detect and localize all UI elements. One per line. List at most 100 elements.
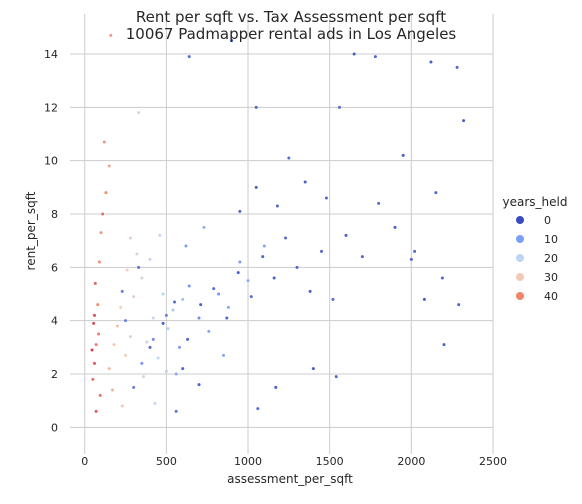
- data-point: [137, 265, 141, 269]
- data-point: [207, 329, 211, 333]
- data-point: [442, 343, 446, 347]
- data-point: [303, 180, 307, 184]
- data-point: [110, 388, 114, 392]
- data-point: [440, 276, 444, 280]
- data-point: [217, 292, 221, 296]
- data-point: [344, 233, 348, 237]
- data-point: [102, 140, 106, 144]
- data-point: [331, 297, 335, 301]
- data-point: [360, 255, 364, 259]
- data-point: [261, 255, 265, 259]
- data-point: [107, 164, 111, 168]
- legend: years_held 0 10 20 30 40: [503, 195, 568, 303]
- legend-label: 40: [544, 290, 558, 303]
- y-tick-label: 10: [44, 155, 58, 168]
- data-point: [422, 297, 426, 301]
- data-point: [377, 201, 381, 205]
- data-point: [124, 353, 128, 357]
- data-point: [120, 404, 124, 408]
- legend-marker: [516, 292, 524, 300]
- chart-subtitle: 10067 Padmapper rental ads in Los Angele…: [125, 25, 457, 43]
- data-point: [151, 316, 155, 320]
- y-tick-label: 14: [44, 48, 58, 61]
- x-tick-label: 2000: [397, 455, 425, 468]
- data-point: [230, 39, 234, 43]
- data-point: [238, 209, 242, 213]
- x-tick-label: 1500: [316, 455, 344, 468]
- data-point: [320, 249, 324, 253]
- data-point: [295, 265, 299, 269]
- data-point: [153, 401, 157, 405]
- data-point: [94, 409, 98, 413]
- data-point: [352, 52, 356, 56]
- data-point: [197, 316, 201, 320]
- data-point: [112, 343, 116, 347]
- data-point: [98, 393, 102, 397]
- data-point: [238, 260, 242, 264]
- legend-title: years_held: [503, 195, 568, 209]
- legend-label: 30: [544, 271, 558, 284]
- legend-label: 10: [544, 233, 558, 246]
- data-point: [249, 295, 253, 299]
- data-point: [128, 335, 132, 339]
- data-point: [284, 236, 288, 240]
- data-point: [140, 276, 144, 280]
- data-point: [254, 105, 258, 109]
- data-point: [140, 361, 144, 365]
- x-tick-label: 1000: [234, 455, 262, 468]
- data-point: [311, 367, 315, 371]
- data-point: [158, 233, 162, 237]
- data-point: [90, 348, 94, 352]
- legend-entries: 0 10 20 30 40: [516, 214, 558, 303]
- data-point: [256, 407, 260, 411]
- data-point: [324, 196, 328, 200]
- data-point: [272, 276, 276, 280]
- y-tick-label: 2: [51, 368, 58, 381]
- data-point: [274, 385, 278, 389]
- data-point: [337, 105, 341, 109]
- data-point: [119, 305, 123, 309]
- x-axis-label: assessment_per_sqft: [227, 472, 353, 486]
- x-tick-label: 0: [81, 455, 88, 468]
- data-point: [161, 321, 165, 325]
- data-point: [373, 55, 377, 59]
- data-point: [174, 409, 178, 413]
- data-point: [166, 327, 170, 331]
- data-point: [462, 119, 466, 123]
- legend-marker: [516, 273, 524, 281]
- legend-label: 20: [544, 252, 558, 265]
- data-point: [184, 244, 188, 248]
- data-point: [93, 281, 97, 285]
- data-point: [236, 271, 240, 275]
- data-point: [202, 225, 206, 229]
- data-point: [137, 111, 141, 115]
- legend-label: 0: [544, 214, 551, 227]
- data-point: [222, 353, 226, 357]
- data-point: [164, 313, 168, 317]
- data-point: [262, 244, 266, 248]
- data-point: [199, 303, 203, 307]
- data-point: [94, 343, 98, 347]
- data-point: [393, 225, 397, 229]
- legend-marker: [516, 254, 524, 262]
- data-point: [97, 332, 101, 336]
- data-point: [254, 185, 258, 189]
- data-point: [161, 292, 165, 296]
- legend-marker: [516, 235, 524, 243]
- data-point: [148, 345, 152, 349]
- data-point: [246, 279, 250, 283]
- y-tick-label: 6: [51, 261, 58, 274]
- data-point: [334, 375, 338, 379]
- data-point: [181, 297, 185, 301]
- data-point: [92, 321, 96, 325]
- data-point: [151, 337, 155, 341]
- data-point: [164, 369, 168, 373]
- x-tick-label: 500: [156, 455, 177, 468]
- data-point: [455, 65, 459, 69]
- data-point: [177, 345, 181, 349]
- data-point: [186, 337, 190, 341]
- x-tick-label: 2500: [479, 455, 507, 468]
- y-tick-label: 4: [51, 315, 58, 328]
- data-point: [187, 284, 191, 288]
- data-point: [107, 367, 111, 371]
